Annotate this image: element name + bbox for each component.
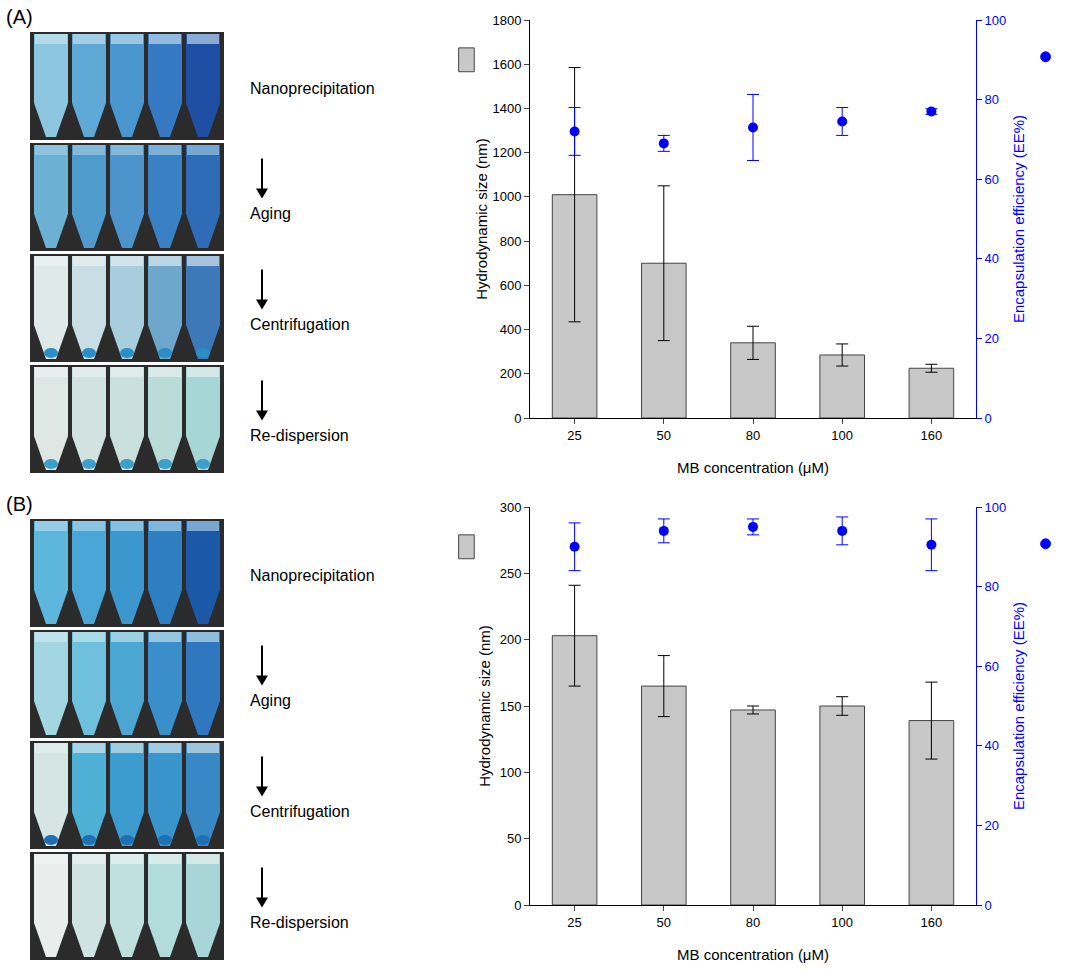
svg-text:Hydrodynamic size (nm): Hydrodynamic size (nm)	[473, 138, 490, 300]
svg-text:Centrifugation: Centrifugation	[250, 316, 350, 333]
svg-text:100: 100	[985, 13, 1007, 28]
svg-text:1000: 1000	[492, 189, 521, 204]
svg-text:1800: 1800	[492, 13, 521, 28]
svg-text:80: 80	[746, 428, 760, 443]
svg-text:100: 100	[985, 500, 1007, 515]
svg-text:80: 80	[985, 92, 999, 107]
svg-text:Aging: Aging	[250, 692, 291, 709]
svg-text:Encapsulation efficiency (EE%): Encapsulation efficiency (EE%)	[1010, 115, 1027, 323]
svg-text:Hydrodynamic size (nm): Hydrodynamic size (nm)	[476, 625, 493, 787]
svg-text:25: 25	[567, 428, 581, 443]
svg-text:800: 800	[500, 234, 522, 249]
svg-text:20: 20	[985, 331, 999, 346]
svg-text:Re-dispersion: Re-dispersion	[250, 914, 349, 931]
svg-text:100: 100	[831, 915, 853, 930]
svg-text:(B): (B)	[6, 493, 33, 515]
svg-text:300: 300	[500, 500, 522, 515]
svg-text:20: 20	[985, 818, 999, 833]
svg-text:1200: 1200	[492, 145, 521, 160]
svg-text:400: 400	[500, 322, 522, 337]
svg-text:0: 0	[514, 898, 521, 913]
svg-text:160: 160	[921, 915, 943, 930]
svg-text:160: 160	[921, 428, 943, 443]
svg-text:600: 600	[500, 278, 522, 293]
svg-text:50: 50	[657, 428, 671, 443]
svg-text:200: 200	[500, 366, 522, 381]
svg-text:0: 0	[985, 411, 992, 426]
svg-text:MB concentration (μM): MB concentration (μM)	[677, 946, 829, 963]
svg-text:Encapsulation efficiency (EE%): Encapsulation efficiency (EE%)	[1010, 602, 1027, 810]
svg-text:0: 0	[514, 411, 521, 426]
svg-text:Nanoprecipitation: Nanoprecipitation	[250, 567, 375, 584]
svg-text:1400: 1400	[492, 101, 521, 116]
svg-text:(A): (A)	[6, 6, 33, 28]
svg-text:200: 200	[500, 632, 522, 647]
svg-text:40: 40	[985, 738, 999, 753]
svg-text:60: 60	[985, 659, 999, 674]
svg-text:25: 25	[567, 915, 581, 930]
svg-text:Aging: Aging	[250, 205, 291, 222]
svg-text:80: 80	[746, 915, 760, 930]
svg-text:100: 100	[500, 765, 522, 780]
svg-text:100: 100	[831, 428, 853, 443]
svg-text:Nanoprecipitation: Nanoprecipitation	[250, 80, 375, 97]
svg-text:0: 0	[985, 898, 992, 913]
svg-text:Centrifugation: Centrifugation	[250, 803, 350, 820]
svg-text:40: 40	[985, 251, 999, 266]
svg-text:50: 50	[657, 915, 671, 930]
svg-text:1600: 1600	[492, 57, 521, 72]
svg-text:250: 250	[500, 566, 522, 581]
svg-text:80: 80	[985, 579, 999, 594]
svg-text:60: 60	[985, 172, 999, 187]
svg-text:Re-dispersion: Re-dispersion	[250, 427, 349, 444]
svg-text:MB concentration (μM): MB concentration (μM)	[677, 459, 829, 476]
svg-text:150: 150	[500, 699, 522, 714]
svg-text:50: 50	[507, 831, 521, 846]
